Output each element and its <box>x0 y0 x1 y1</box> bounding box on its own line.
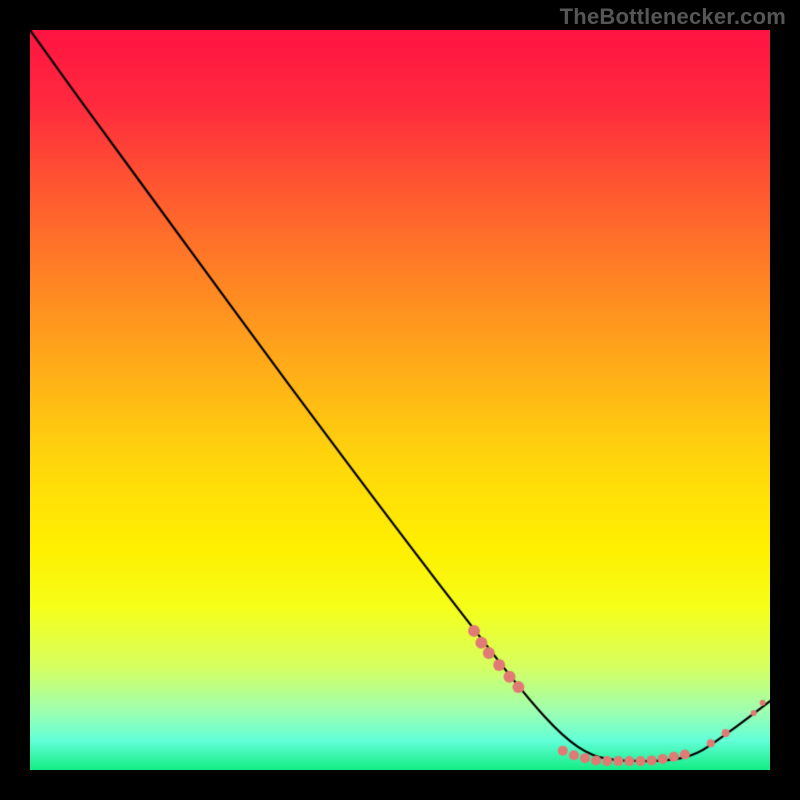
gradient-background <box>30 30 770 770</box>
watermark-text: TheBottlenecker.com <box>560 4 786 30</box>
chart-container: TheBottlenecker.com <box>0 0 800 800</box>
plot-area <box>30 30 770 770</box>
